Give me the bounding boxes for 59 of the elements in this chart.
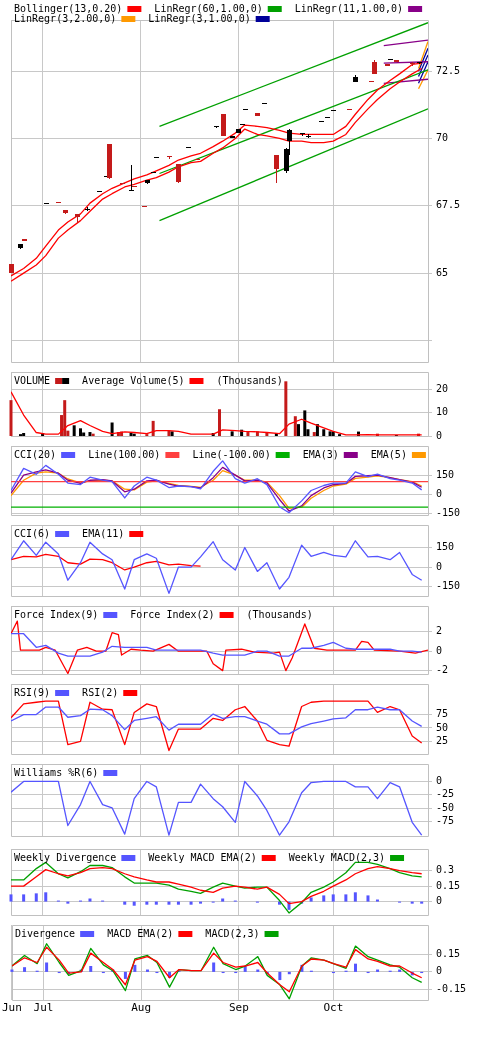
y-tick-label: -2 [436,664,449,676]
y-tick-label: 150 [436,468,455,480]
legend-label: VOLUME [14,374,51,386]
y-tick-label: 0.15 [436,947,461,959]
y-tick-label: 150 [436,540,455,552]
y-tick-label: 72.5 [436,64,461,76]
legend-label: EMA(3) [302,448,339,460]
legend-label: Line(-100.00) [192,448,271,460]
y-tick-label: 65 [436,266,449,278]
legend-label: Force Index(9) [14,608,99,620]
y-tick-label: -150 [436,580,461,592]
legend-label: Bollinger(13,0.20) [14,2,123,14]
legend-label: EMA(5) [370,448,407,460]
y-tick-label: 0 [436,775,443,787]
x-tick-label: Jul [33,1001,54,1015]
legend-label: Weekly Divergence [14,851,117,863]
x-tick-label: Jun [2,1001,22,1015]
y-tick-label: 10 [436,406,449,418]
y-tick-label: -25 [436,788,455,800]
legend-label: Line(100.00) [88,448,161,460]
y-tick-label: 2 [436,625,443,637]
y-tick-label: 0 [436,965,443,977]
y-tick-label: -75 [436,815,455,827]
legend-label: Weekly MACD(2,3) [288,851,386,863]
legend-label: Weekly MACD EMA(2) [148,851,257,863]
y-tick-label: 0 [436,487,443,499]
y-tick-label: 67.5 [436,199,461,211]
y-tick-label: 75 [436,708,449,720]
legend-label: Force Index(2) [130,608,215,620]
y-tick-label: 0 [436,895,443,907]
legend-label: CCI(6) [14,527,51,539]
legend-label: MACD(2,3) [205,927,260,939]
y-tick-label: 70 [436,132,449,144]
annotation: (Thousands) [246,608,313,620]
y-tick-label: 0.3 [436,864,455,876]
legend-label: LinRegr(60,1.00,0) [154,2,263,14]
x-tick-label: Sep [228,1001,249,1015]
y-tick-label: -50 [436,801,455,813]
legend-label: LinRegr(11,1.00,0) [294,2,404,14]
legend-label: Williams %R(6) [14,766,99,778]
y-tick-label: 0 [436,644,443,656]
legend-label: RSI(2) [82,686,119,698]
y-tick-label: 0 [436,560,443,572]
y-tick-label: 0 [436,429,443,441]
legend-label: RSI(9) [14,686,51,698]
legend-label: Average Volume(5) [82,374,185,386]
x-tick-label: Aug [131,1001,152,1015]
annotation: (Thousands) [216,374,283,386]
y-tick-label: -0.15 [436,983,467,995]
legend-label: EMA(11) [82,527,125,539]
y-tick-label: 20 [436,383,449,395]
y-tick-label: 50 [436,721,449,733]
y-tick-label: 25 [436,734,449,746]
legend-label: Divergence [14,927,76,939]
x-tick-label: Oct [323,1001,344,1015]
y-tick-label: -150 [436,507,461,519]
y-tick-label: 0.15 [436,879,461,891]
legend-label: CCI(20) [14,448,57,460]
legend-label: MACD EMA(2) [107,927,174,939]
